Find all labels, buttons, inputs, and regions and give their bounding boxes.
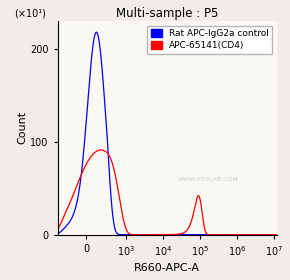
Y-axis label: Count: Count	[17, 111, 27, 144]
Text: (×10¹): (×10¹)	[14, 9, 46, 19]
X-axis label: R660-APC-A: R660-APC-A	[134, 263, 200, 273]
Title: Multi-sample : P5: Multi-sample : P5	[116, 7, 218, 20]
Legend: Rat APC-IgG2a control, APC-65141(CD4): Rat APC-IgG2a control, APC-65141(CD4)	[147, 26, 272, 54]
Text: WWW.PTGLAB.COM: WWW.PTGLAB.COM	[178, 177, 239, 182]
